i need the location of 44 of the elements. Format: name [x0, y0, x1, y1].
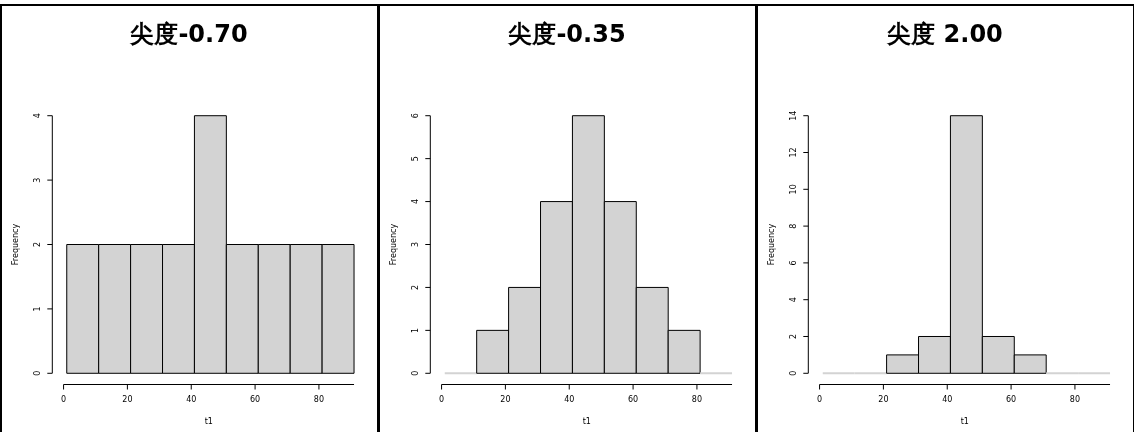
y-tick-label: 2 [411, 284, 421, 290]
y-tick-label: 10 [789, 184, 799, 195]
x-tick-label: 40 [942, 394, 953, 404]
x-axis-title: t1 [204, 417, 213, 426]
x-tick-label: 20 [878, 394, 889, 404]
x-tick-label: 80 [691, 394, 703, 404]
y-tick-label: 4 [33, 113, 43, 119]
y-axis-title: Frequency [11, 223, 20, 266]
x-tick-label: 40 [186, 394, 197, 404]
chart-title: 尖度 2.00 [886, 20, 1003, 48]
y-tick-label: 3 [411, 241, 421, 248]
x-tick-label: 80 [1069, 394, 1081, 404]
y-axis-title: Frequency [767, 223, 776, 266]
x-tick-label: 20 [500, 394, 511, 404]
y-tick-label: 0 [789, 370, 799, 376]
y-tick-label: 1 [411, 327, 421, 333]
chart-title: 尖度-0.70 [129, 20, 248, 48]
x-tick-label: 0 [817, 394, 823, 404]
y-tick-label: 0 [411, 370, 421, 376]
y-tick-label: 2 [33, 241, 43, 248]
x-axis-title: t1 [960, 417, 969, 426]
y-tick-label: 0 [33, 370, 43, 376]
y-tick-label: 2 [789, 333, 799, 340]
x-tick-label: 80 [313, 394, 325, 404]
y-tick-label: 4 [411, 199, 421, 205]
y-tick-label: 12 [789, 147, 799, 158]
y-tick-label: 14 [789, 110, 799, 121]
y-tick-label: 4 [789, 297, 799, 303]
x-tick-label: 60 [1005, 394, 1017, 404]
y-tick-label: 8 [789, 223, 799, 229]
chart-title: 尖度-0.35 [507, 20, 626, 48]
x-axis-title: t1 [582, 417, 591, 426]
x-tick-label: 60 [249, 394, 261, 404]
y-tick-label: 3 [33, 177, 43, 183]
x-tick-label: 0 [61, 394, 67, 404]
x-tick-label: 0 [439, 394, 445, 404]
y-tick-label: 6 [789, 260, 799, 266]
x-tick-label: 40 [564, 394, 575, 404]
y-axis-title: Frequency [389, 223, 398, 266]
x-tick-label: 20 [122, 394, 133, 404]
y-tick-label: 6 [411, 113, 421, 119]
y-tick-label: 1 [33, 306, 43, 312]
y-tick-label: 5 [411, 156, 421, 162]
x-tick-label: 60 [627, 394, 639, 404]
